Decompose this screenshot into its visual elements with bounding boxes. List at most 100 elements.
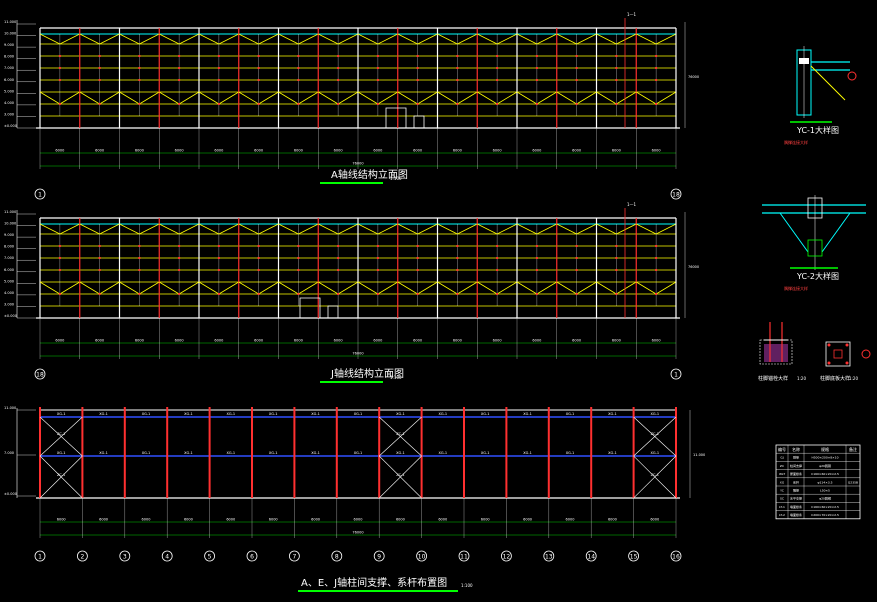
elevation_a-sag-rod xyxy=(477,91,498,105)
elevation_j-bay-dim-text: 6000 xyxy=(373,339,382,343)
plan-tie-label: XG-1 xyxy=(99,412,108,416)
elevation_j-sag-rod xyxy=(39,281,61,295)
elevation_j-sag-rod xyxy=(298,281,319,295)
elevation_a-sag-rod xyxy=(139,33,160,45)
elevation_a-sag-rod xyxy=(59,33,80,45)
details-group xyxy=(759,46,871,367)
elevation_j-axis-start-circle xyxy=(34,368,46,380)
plan-level-label: ±0.000 xyxy=(4,492,17,496)
elevation_j-bolt-mark xyxy=(98,245,101,247)
elevation_j-sag-rod xyxy=(397,281,418,295)
elevation_a-sag-rod xyxy=(119,33,140,45)
plan-axis-14-label: 14 xyxy=(587,554,595,561)
elevation_a-bolt-mark xyxy=(58,103,61,105)
elevation_a-sag-rod xyxy=(516,33,538,45)
elevation_j-sag-rod xyxy=(79,223,100,235)
plan-axis-6-label: 6 xyxy=(250,554,254,561)
plan-tie-label: XG-1 xyxy=(608,412,617,416)
plan-bay-dim-text: 6000 xyxy=(142,518,151,522)
elevation_j-sag-rod xyxy=(596,223,617,235)
yc2-gusset xyxy=(807,239,823,257)
elevation_a-bolt-mark xyxy=(178,103,181,105)
elevation_a-sag-rod xyxy=(636,33,657,45)
legend-table-cell: 系杆 xyxy=(793,479,799,484)
base-plate-bolt-hole xyxy=(845,343,849,347)
elevation_a-bay-dim-text: 6000 xyxy=(334,149,343,153)
elevation_j-section-mark: 1—1 xyxy=(627,202,637,207)
elevation_j-sag-rod xyxy=(119,223,140,235)
elevation_j-bolt-mark xyxy=(535,245,538,247)
elevation_j-bolt-mark xyxy=(376,257,379,259)
elevation_j-bay-dim-text: 6000 xyxy=(532,339,541,343)
elevation_j-sag-rod xyxy=(616,281,637,295)
elevation_j-sag-rod xyxy=(139,223,160,235)
elevation_a-sag-rod xyxy=(178,91,200,105)
elevation_a-bolt-mark xyxy=(376,55,379,57)
elevation_a-section-mark: 1—1 xyxy=(627,12,637,17)
plan-tie-label: XG-1 xyxy=(396,451,405,455)
plan-brace-label: ZC-1 xyxy=(651,432,659,436)
plan-bay-dim-text: 6000 xyxy=(99,518,108,522)
plan-tie-label: XG-1 xyxy=(523,412,532,416)
elevation_j-bay-dim-text: 6000 xyxy=(572,339,581,343)
elevation_a-sag-rod xyxy=(298,33,319,45)
elevation_a-sag-rod xyxy=(616,33,637,45)
elevation_a-level-label: 9.000 xyxy=(4,43,14,47)
plan-brace-label: ZC-1 xyxy=(57,473,65,477)
elevation_a-sag-rod xyxy=(536,91,557,105)
elevation_j-level-label: 9.000 xyxy=(4,233,14,237)
yc2-knee-brace-left xyxy=(779,212,809,253)
plan-axis-5-label: 5 xyxy=(208,554,212,561)
elevation_j-bolt-mark xyxy=(575,245,578,247)
elevation_j-bolt-mark xyxy=(615,293,618,295)
elevation_j-sag-rod xyxy=(298,223,319,235)
elevation_a-bolt-mark xyxy=(257,55,260,57)
legend-table-cell: SC xyxy=(780,497,784,501)
elevation_j-bolt-mark xyxy=(535,293,538,295)
elevation_a-sag-rod xyxy=(198,91,220,105)
plan-bay-dim-text: 6000 xyxy=(650,518,659,522)
elevation_a-axis-end-circle xyxy=(670,188,682,200)
elevation_a-bolt-mark xyxy=(416,103,419,105)
elevation_a-bolt-mark xyxy=(297,67,300,69)
legend-table-cell: ZC xyxy=(780,464,784,468)
elevation_j-bolt-mark xyxy=(297,257,300,259)
elevation_a-sag-rod xyxy=(655,33,677,45)
elevation_a-bay-dim-text: 6000 xyxy=(55,149,64,153)
elevation_j-sag-rod xyxy=(636,281,657,295)
elevation_a-bolt-mark xyxy=(496,79,499,81)
elevation_a-bolt-mark xyxy=(655,103,658,105)
plan-tie-label: XG-1 xyxy=(396,412,405,416)
base-plate-bolt-hole xyxy=(845,361,849,365)
elevation_a-sag-rod xyxy=(278,33,299,45)
base-plate-bolt-hole xyxy=(827,361,831,365)
elevation_j-bolt-mark xyxy=(456,257,459,259)
elevation_a-bolt-mark xyxy=(456,79,459,81)
elevation_j-bay-dim-text: 6000 xyxy=(652,339,661,343)
plan-axis-6-circle xyxy=(246,550,258,562)
elevation_j-bolt-mark xyxy=(615,245,618,247)
elevation_a-bay-dim-text: 6000 xyxy=(532,149,541,153)
plan-tie-label: XG-1 xyxy=(650,451,659,455)
plan-tie-label: XG-1 xyxy=(57,451,66,455)
plan-axis-4-circle xyxy=(161,550,173,562)
elevation_j-bolt-mark xyxy=(257,245,260,247)
elevation_a-sag-rod xyxy=(59,91,80,105)
elevation_a-sag-rod xyxy=(79,91,100,105)
elevation_a-sag-rod xyxy=(298,91,319,105)
elevation_a-sag-rod xyxy=(258,33,279,45)
elevation_a-axis-start-label: 1 xyxy=(38,192,42,199)
elevation_j-bolt-mark xyxy=(496,257,499,259)
elevation_a-bay-dim-text: 6000 xyxy=(95,149,104,153)
elevation_a-bolt-mark xyxy=(535,103,538,105)
elevation_a-sag-rod xyxy=(457,91,478,105)
elevation_a-sag-rod xyxy=(596,91,617,105)
elevation_j-sag-rod xyxy=(159,223,180,235)
base-plate-outline xyxy=(825,341,851,367)
elevation_a-level-label: 5.000 xyxy=(4,89,14,93)
elevation_j-bay-dim-text: 6000 xyxy=(135,339,144,343)
elevation_a-total-dim-text: 76000 xyxy=(352,162,363,166)
elevation_j-sag-rod xyxy=(496,281,518,295)
elevation_a-bolt-mark xyxy=(138,67,141,69)
